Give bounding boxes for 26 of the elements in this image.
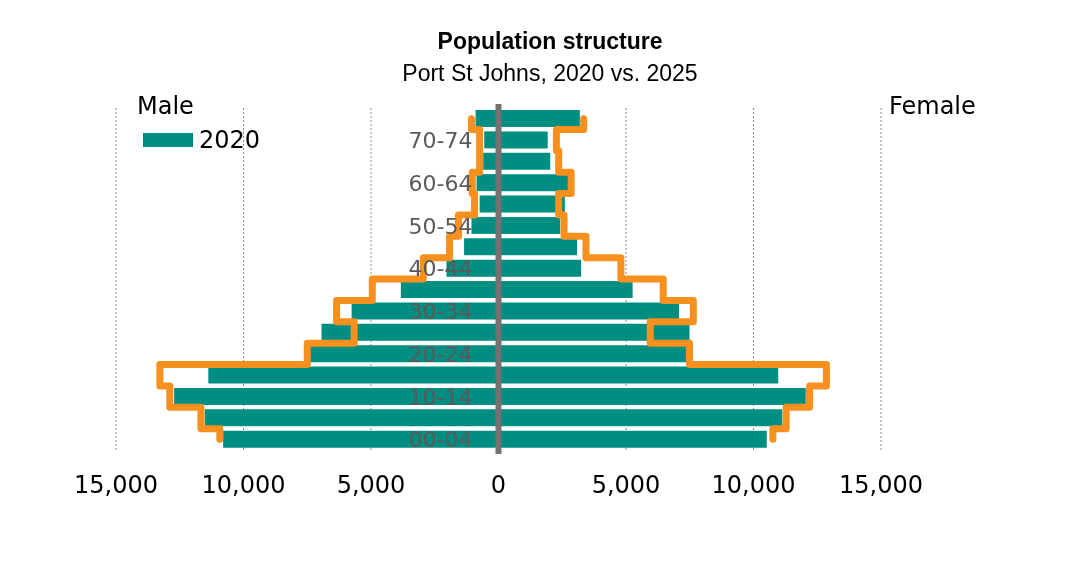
y-tick-label: 20-24 [408, 341, 473, 367]
bar [208, 366, 499, 384]
x-tick-label: 10,000 [201, 471, 286, 500]
y-tick-label: 40-44 [408, 256, 473, 282]
x-tick-label: 10,000 [711, 471, 796, 500]
annotation: Male [137, 92, 194, 120]
text: Female [889, 92, 976, 120]
x-tick-label: 5,000 [336, 471, 406, 500]
bar [204, 409, 499, 427]
chart-title: Population structure [436, 28, 664, 55]
y-tick-label: 00-04 [408, 427, 473, 453]
bar [400, 281, 499, 298]
y-tick-label: 70-74 [408, 128, 473, 154]
y-tick-label: 30-34 [408, 299, 473, 325]
x-tick-label: 15,000 [839, 471, 923, 500]
chart-subtitle: Port St Johns, 2020 vs. 2025 [401, 60, 699, 87]
bar [223, 430, 499, 448]
legend-label: 2020 [198, 126, 261, 154]
bar [321, 323, 499, 341]
x-tick-label: 0 [490, 471, 507, 500]
bar [464, 238, 499, 256]
bar [471, 216, 499, 234]
bar [174, 387, 499, 405]
x-tick-label: 15,000 [74, 471, 158, 500]
y-tick-label: 10-14 [408, 384, 473, 410]
x-tick-label: 5,000 [591, 471, 661, 500]
